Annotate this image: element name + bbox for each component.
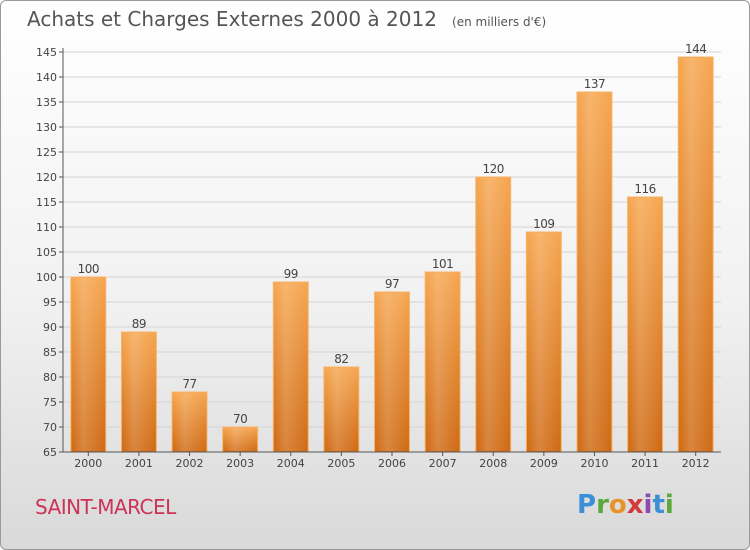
y-tick-label: 120 <box>36 171 57 184</box>
chart-title-block: Achats et Charges Externes 2000 à 2012 (… <box>27 7 546 31</box>
logo-letter: P <box>577 490 597 520</box>
bar-value-label: 70 <box>233 412 247 426</box>
logo-letter: i <box>643 490 653 520</box>
location-name: SAINT-MARCEL <box>35 495 176 519</box>
chart-subtitle: (en milliers d'€) <box>452 15 547 29</box>
bar-value-label: 120 <box>483 162 504 176</box>
x-tick-label: 2010 <box>580 457 608 470</box>
bar-value-label: 109 <box>533 217 554 231</box>
bar-highlight <box>122 333 156 451</box>
y-tick-label: 125 <box>36 146 57 159</box>
bar-highlight <box>679 58 713 451</box>
y-tick-label: 75 <box>43 396 57 409</box>
y-tick-label: 65 <box>43 446 57 459</box>
y-tick-label: 80 <box>43 371 57 384</box>
y-tick-label: 100 <box>36 271 57 284</box>
bar-highlight <box>324 368 358 451</box>
bar-value-label: 99 <box>284 267 298 281</box>
bar-value-label: 116 <box>634 182 655 196</box>
y-tick-label: 70 <box>43 421 57 434</box>
x-tick-label: 2012 <box>682 457 710 470</box>
bar-highlight <box>628 198 662 451</box>
bar-highlight <box>274 283 308 451</box>
y-tick-label: 90 <box>43 321 57 334</box>
x-tick-label: 2011 <box>631 457 659 470</box>
x-tick-label: 2003 <box>226 457 254 470</box>
x-tick-label: 2009 <box>530 457 558 470</box>
y-tick-label: 115 <box>36 196 57 209</box>
bar-value-label: 101 <box>432 257 453 271</box>
logo-letter: x <box>626 490 644 520</box>
logo-letter: t <box>652 490 665 520</box>
bar-value-label: 89 <box>132 317 146 331</box>
bar-value-label: 77 <box>182 377 196 391</box>
bar-highlight <box>223 428 257 451</box>
y-tick-label: 145 <box>36 46 57 59</box>
x-tick-label: 2006 <box>378 457 406 470</box>
y-tick-label: 85 <box>43 346 57 359</box>
x-tick-label: 2005 <box>327 457 355 470</box>
logo-letter: o <box>608 490 627 520</box>
y-tick-label: 135 <box>36 96 57 109</box>
bar-highlight <box>375 293 409 451</box>
bar-highlight <box>426 273 460 451</box>
x-tick-label: 2001 <box>125 457 153 470</box>
y-tick-label: 105 <box>36 246 57 259</box>
x-tick-label: 2002 <box>176 457 204 470</box>
logo-letter: r <box>596 490 609 520</box>
y-tick-label: 110 <box>36 221 57 234</box>
bar-value-label: 97 <box>385 277 399 291</box>
bar-highlight <box>527 233 561 451</box>
bar-value-label: 137 <box>584 77 605 91</box>
x-tick-label: 2004 <box>277 457 305 470</box>
bar-highlight <box>476 178 510 451</box>
x-tick-label: 2008 <box>479 457 507 470</box>
bar-highlight <box>173 393 207 451</box>
bar-highlight <box>577 93 611 451</box>
y-tick-label: 130 <box>36 121 57 134</box>
x-tick-label: 2000 <box>74 457 102 470</box>
bar-value-label: 100 <box>78 262 99 276</box>
proxiti-logo: Proxiti <box>577 490 674 520</box>
bar-highlight <box>71 278 105 451</box>
bar-value-label: 144 <box>685 42 706 56</box>
y-tick-label: 140 <box>36 71 57 84</box>
x-tick-label: 2007 <box>429 457 457 470</box>
bar-value-label: 82 <box>334 352 348 366</box>
chart-title: Achats et Charges Externes 2000 à 2012 <box>27 7 437 31</box>
y-tick-label: 95 <box>43 296 57 309</box>
logo-letter: i <box>664 490 674 520</box>
